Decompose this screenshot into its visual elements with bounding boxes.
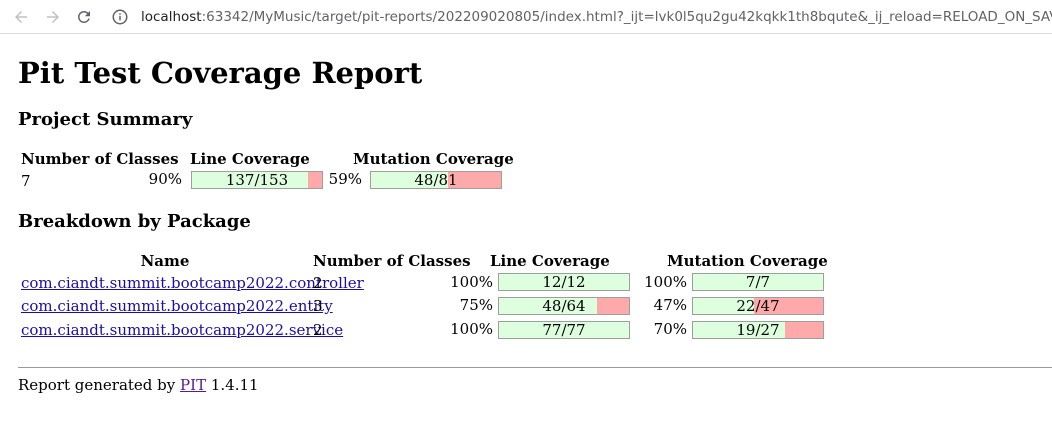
browser-toolbar: localhost:63342/MyMusic/target/pit-repor…: [0, 0, 1052, 34]
summary-mutation-percent: 59%: [328, 170, 362, 188]
address-bar[interactable]: localhost:63342/MyMusic/target/pit-repor…: [108, 3, 1052, 30]
info-icon[interactable]: [111, 8, 129, 26]
package-mutation-bar: 22/47: [692, 297, 824, 315]
package-line-percent: 100%: [450, 273, 493, 291]
summary-mutation-bar: 48/81: [370, 171, 502, 189]
back-button[interactable]: [9, 5, 33, 29]
package-mutation-bar: 19/27: [692, 321, 824, 339]
summary-header-line: Line Coverage: [190, 150, 310, 168]
package-mutation-ratio: 22/47: [736, 297, 780, 315]
arrow-left-icon: [15, 11, 27, 23]
package-line-percent: 100%: [450, 320, 493, 338]
package-line-ratio: 12/12: [542, 273, 586, 291]
forward-button[interactable]: [41, 5, 65, 29]
package-mutation-bar: 7/7: [692, 273, 824, 291]
summary-line-ratio: 137/153: [225, 171, 289, 189]
summary-header-classes: Number of Classes: [21, 150, 179, 168]
package-line-ratio: 77/77: [542, 321, 586, 339]
package-link-service[interactable]: com.ciandt.summit.bootcamp2022.service: [21, 321, 344, 339]
project-summary-heading: Project Summary: [18, 109, 193, 130]
pit-link[interactable]: PIT: [180, 376, 207, 394]
coverage-fill: [499, 322, 629, 338]
coverage-fill: [371, 172, 449, 188]
coverage-fill: [693, 298, 754, 314]
coverage-fill: [192, 172, 309, 188]
reload-icon: [77, 10, 90, 23]
package-mutation-percent: 100%: [644, 273, 687, 291]
footer: Report generated by PIT 1.4.11: [18, 376, 259, 394]
coverage-fill: [693, 322, 785, 338]
reload-button[interactable]: [72, 5, 96, 29]
package-classes: 2: [313, 321, 323, 339]
url-path: :63342/MyMusic/target/pit-reports/202209…: [201, 8, 1052, 25]
package-name-cell[interactable]: com.ciandt.summit.bootcamp2022.controlle…: [21, 274, 364, 292]
package-line-bar: 77/77: [498, 321, 630, 339]
package-mutation-percent: 47%: [653, 296, 687, 314]
summary-line-bar: 137/153: [191, 171, 323, 189]
footer-version: 1.4.11: [210, 376, 259, 394]
page-title: Pit Test Coverage Report: [18, 56, 423, 90]
package-name-cell[interactable]: com.ciandt.summit.bootcamp2022.entity: [21, 297, 333, 315]
package-mutation-ratio: 19/27: [736, 321, 780, 339]
package-mutation-ratio: 7/7: [745, 273, 771, 291]
coverage-fill: [499, 298, 597, 314]
summary-mutation-ratio: 48/81: [414, 171, 458, 189]
summary-line-percent: 90%: [148, 170, 182, 188]
arrow-right-icon: [47, 11, 59, 23]
package-line-bar: 48/64: [498, 297, 630, 315]
breakdown-header-line: Line Coverage: [490, 252, 610, 270]
package-line-bar: 12/12: [498, 273, 630, 291]
coverage-fill: [499, 274, 629, 290]
package-line-ratio: 48/64: [542, 297, 586, 315]
package-link-entity[interactable]: com.ciandt.summit.bootcamp2022.entity: [21, 297, 333, 315]
breakdown-heading: Breakdown by Package: [18, 211, 251, 232]
breakdown-header-classes: Number of Classes: [313, 252, 471, 270]
summary-classes-value: 7: [21, 172, 31, 190]
package-line-percent: 75%: [459, 296, 493, 314]
url-host: localhost: [141, 8, 202, 25]
summary-header-mutation: Mutation Coverage: [353, 150, 514, 168]
package-mutation-percent: 70%: [653, 320, 687, 338]
package-classes: 2: [313, 274, 323, 292]
package-link-controller[interactable]: com.ciandt.summit.bootcamp2022.controlle…: [21, 274, 364, 292]
breakdown-header-name: Name: [140, 252, 190, 270]
footer-prefix: Report generated by: [18, 376, 176, 394]
footer-divider: [18, 367, 1052, 368]
package-classes: 3: [313, 297, 323, 315]
package-name-cell[interactable]: com.ciandt.summit.bootcamp2022.service: [21, 321, 343, 339]
coverage-fill: [693, 274, 823, 290]
breakdown-header-mutation: Mutation Coverage: [667, 252, 828, 270]
